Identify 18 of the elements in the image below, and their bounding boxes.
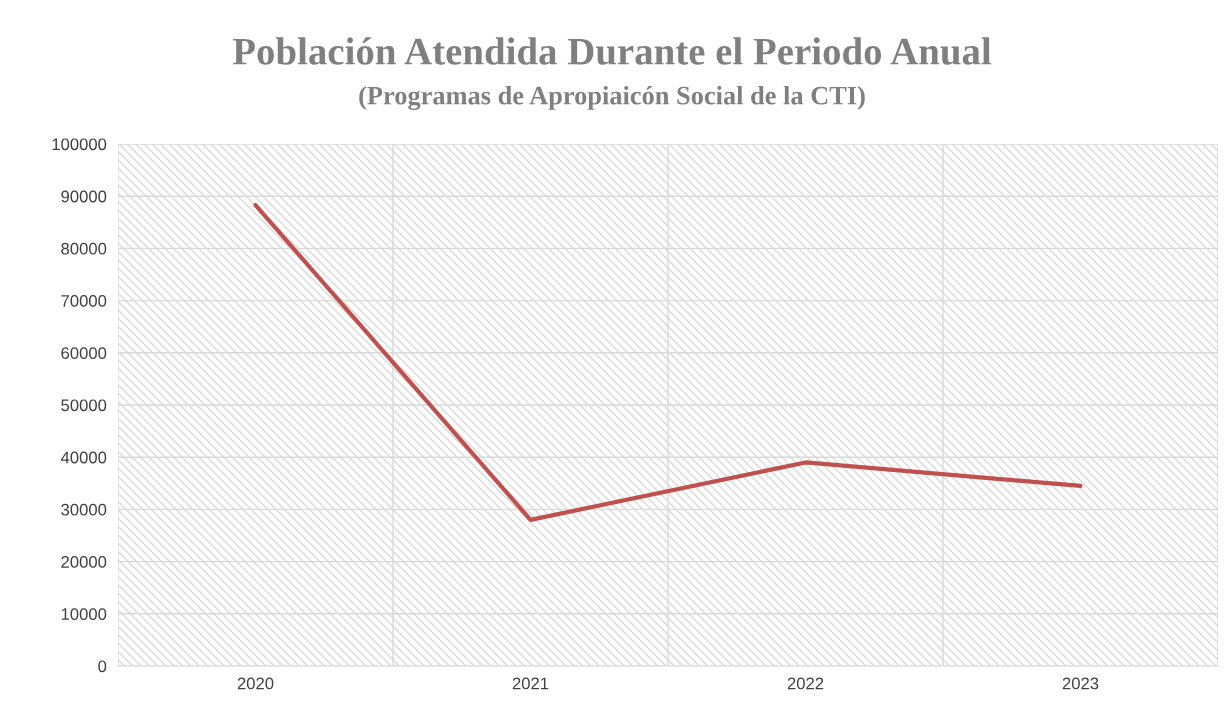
- y-tick-label: 40000: [60, 451, 107, 464]
- y-tick-label: 50000: [61, 399, 107, 412]
- y-tick-label: 10000: [61, 608, 107, 620]
- x-tick-label: 2021: [512, 677, 549, 690]
- x-tick-label: 2022: [787, 677, 824, 690]
- y-tick-label: 100000: [52, 138, 107, 151]
- y-tick-label: 0: [98, 660, 107, 673]
- line-series: [253, 202, 1083, 522]
- x-tick-label: 2020: [237, 677, 274, 690]
- y-tick-label: 20000: [61, 556, 107, 568]
- y-tick-label: 70000: [61, 295, 107, 307]
- y-tick-label: 60000: [61, 347, 107, 359]
- x-tick-label: 2023: [1062, 677, 1099, 690]
- y-tick-label: 30000: [61, 503, 107, 516]
- chart-subtitle: (Programas de Apropiaicón Social de la CTI): [359, 85, 865, 111]
- y-tick-label: 80000: [61, 242, 107, 255]
- y-tick-label: 90000: [61, 190, 107, 203]
- chart-title: Población Atendida Durante el Periodo Anual: [232, 37, 992, 65]
